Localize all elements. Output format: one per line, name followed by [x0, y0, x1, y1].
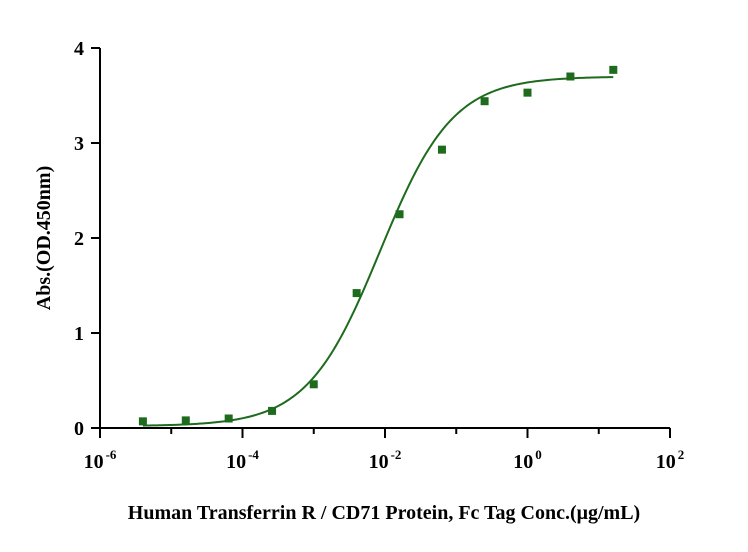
data-point — [352, 289, 361, 298]
data-point — [609, 65, 618, 74]
data-point — [395, 210, 404, 219]
x-tick-label: 10 -4 — [226, 447, 259, 473]
data-point — [480, 97, 489, 106]
data-point — [268, 406, 277, 415]
data-point — [523, 88, 532, 97]
y-tick-label: 1 — [74, 323, 84, 345]
y-tick-label: 2 — [74, 228, 84, 250]
y-tick-label: 4 — [74, 38, 84, 60]
x-tick-label: 10 -6 — [84, 447, 117, 473]
y-tick-label: 0 — [74, 418, 84, 440]
data-point — [309, 380, 318, 389]
axes: 0 1 2 3 4 10 -6 10 -4 10 -2 10 0 10 2 — [74, 38, 684, 473]
data-point — [566, 72, 575, 81]
data-point — [224, 414, 233, 423]
x-tick-label: 10 2 — [656, 447, 685, 473]
fit-curve-layer — [142, 76, 614, 427]
x-tick-label: 10 -2 — [369, 447, 402, 473]
data-points — [138, 65, 618, 426]
x-axis-title: Human Transferrin R / CD71 Protein, Fc T… — [128, 502, 640, 524]
data-point — [138, 417, 147, 426]
y-tick-label: 3 — [74, 133, 84, 155]
data-point — [181, 416, 190, 425]
data-point — [437, 145, 446, 154]
x-tick-label: 10 0 — [513, 447, 542, 473]
y-axis-title: Abs.(OD.450nm) — [33, 166, 55, 310]
fit-curve — [142, 76, 614, 427]
